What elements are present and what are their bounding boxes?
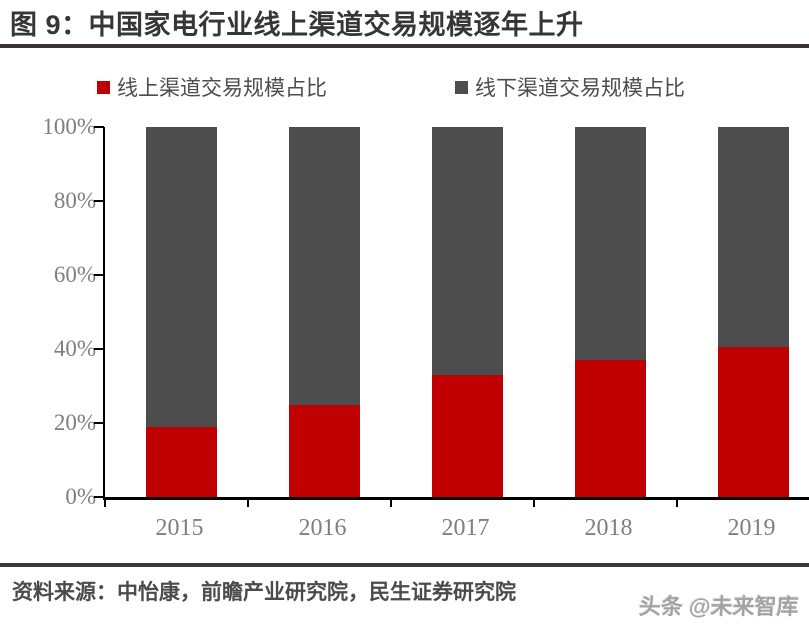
- y-axis-tick: [94, 200, 104, 202]
- x-axis-label-2018: 2018: [584, 515, 633, 541]
- y-axis-tick: [94, 422, 104, 424]
- y-axis-tick: [94, 348, 104, 350]
- y-axis-label: 80%: [53, 188, 96, 213]
- x-axis-tick: [247, 500, 249, 507]
- y-axis-label: 0%: [65, 484, 96, 509]
- watermark: 头条 @未来智库: [638, 594, 800, 619]
- bar-2018-offline: [574, 127, 646, 361]
- legend-swatch-offline-icon: [455, 80, 468, 94]
- y-axis-tick: [94, 126, 104, 128]
- legend-item-offline: 线下渠道交易规模占比: [455, 74, 685, 100]
- y-axis-tick: [94, 496, 104, 498]
- chart-title: 图 9：中国家电行业线上渠道交易规模逐年上升: [10, 10, 584, 40]
- x-axis-tick: [676, 500, 678, 507]
- x-axis-label-2016: 2016: [298, 515, 347, 541]
- legend-label-online: 线上渠道交易规模占比: [117, 77, 327, 100]
- title-underline: [0, 44, 809, 48]
- x-axis-label-2019: 2019: [727, 515, 776, 541]
- x-axis-label-2015: 2015: [155, 515, 204, 541]
- bar-2016-online: [288, 404, 360, 497]
- y-axis-label: 60%: [53, 262, 96, 287]
- bar-2019-offline: [717, 127, 789, 348]
- x-axis-label-2017: 2017: [441, 515, 490, 541]
- legend-item-online: 线上渠道交易规模占比: [97, 74, 327, 100]
- bar-2018-online: [574, 360, 646, 497]
- plot-area: [94, 126, 809, 507]
- bar-2015-online: [145, 426, 217, 497]
- bar-2016-offline: [288, 127, 360, 405]
- x-axis-tick: [390, 500, 392, 507]
- bar-2017-offline: [431, 127, 503, 375]
- legend-swatch-online-icon: [97, 80, 110, 94]
- x-axis-tick: [533, 500, 535, 507]
- y-axis-label: 40%: [53, 336, 96, 361]
- bar-2015-offline: [145, 127, 217, 427]
- footer-divider: [0, 563, 809, 567]
- bar-2019-online: [717, 347, 789, 497]
- x-axis-tick: [104, 500, 106, 507]
- y-axis-label: 100%: [42, 114, 96, 139]
- bar-2017-online: [431, 374, 503, 497]
- y-axis-tick: [94, 274, 104, 276]
- y-axis-label: 20%: [53, 410, 96, 435]
- legend-label-offline: 线下渠道交易规模占比: [475, 77, 685, 100]
- source-note: 资料来源：中怡康，前瞻产业研究院，民生证券研究院: [12, 581, 516, 604]
